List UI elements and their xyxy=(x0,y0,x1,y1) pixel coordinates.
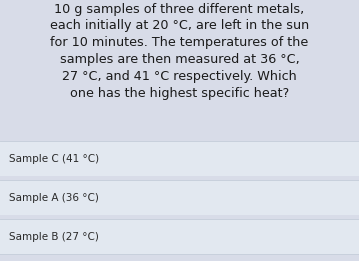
Text: Sample C (41 °C): Sample C (41 °C) xyxy=(9,153,99,164)
Text: Sample B (27 °C): Sample B (27 °C) xyxy=(9,232,99,242)
Text: 10 g samples of three different metals,
each initially at 20 °C, are left in the: 10 g samples of three different metals, … xyxy=(50,3,309,100)
FancyBboxPatch shape xyxy=(0,141,359,176)
FancyBboxPatch shape xyxy=(0,180,359,215)
FancyBboxPatch shape xyxy=(0,219,359,254)
Text: Sample A (36 °C): Sample A (36 °C) xyxy=(9,193,99,203)
